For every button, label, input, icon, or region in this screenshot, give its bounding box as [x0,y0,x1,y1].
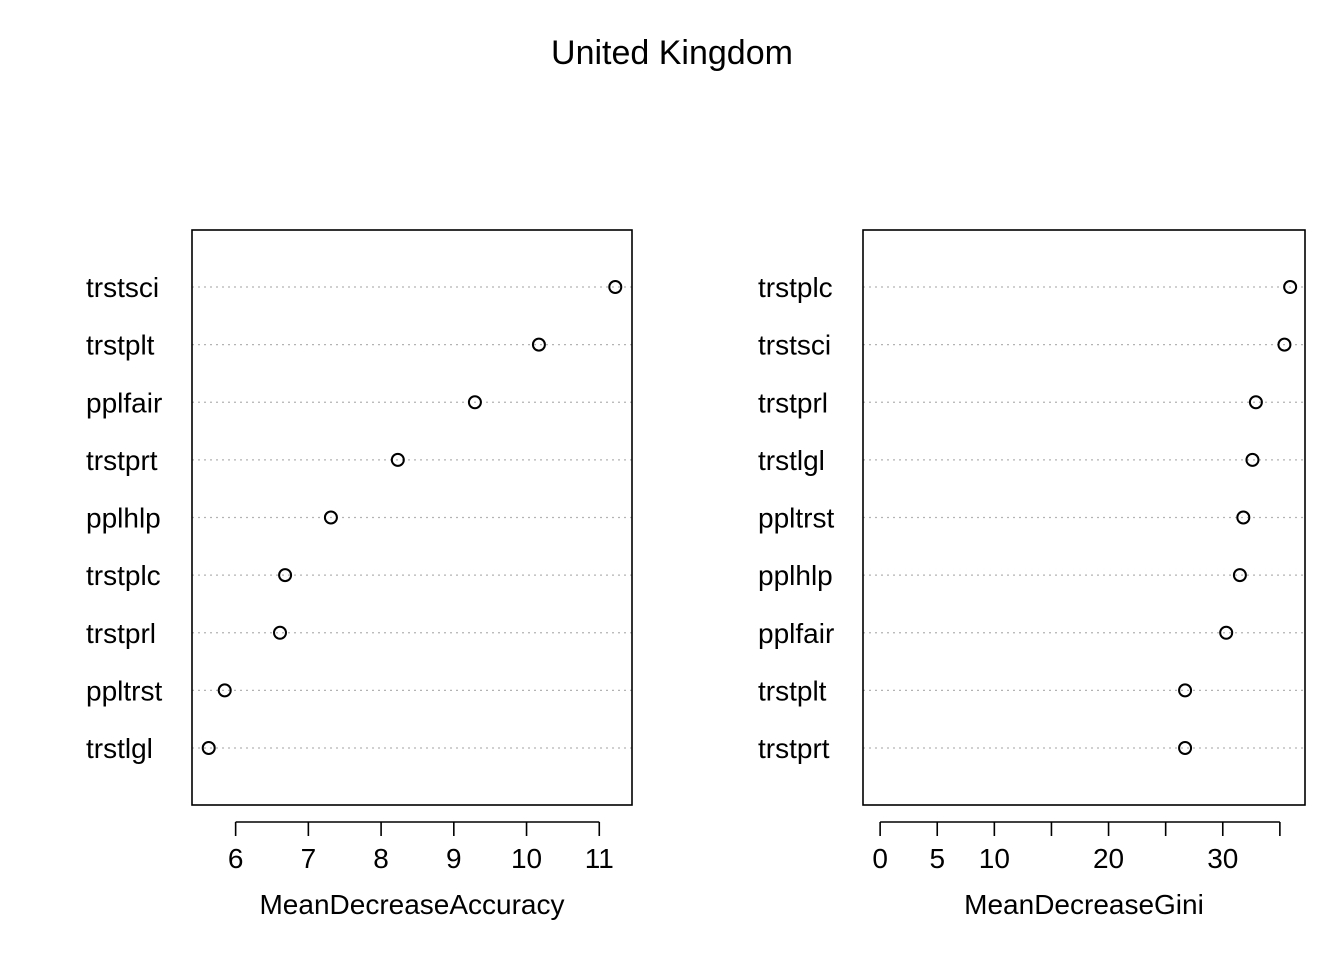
accuracy-point [323,510,338,525]
gini-category-label: trstprl [758,387,828,418]
accuracy-category-label: ppltrst [86,675,162,706]
accuracy-x-tick-label: 11 [585,843,614,874]
accuracy-point [531,337,546,352]
accuracy-category-label: trstlgl [86,733,153,764]
gini-point [1277,337,1292,352]
accuracy-x-axis-label: MeanDecreaseAccuracy [259,889,564,920]
gini-point [1178,741,1193,755]
gini-x-tick-label: 0 [872,843,888,874]
accuracy-category-label: trstsci [86,272,159,303]
accuracy-point [390,452,405,467]
accuracy-category-label: pplhlp [86,503,161,534]
gini-category-label: trstplc [758,272,833,303]
gini-x-tick-label: 20 [1093,843,1124,874]
gini-point [1248,395,1263,410]
accuracy-category-label: trstprt [86,445,158,476]
gini-point [1245,452,1260,467]
accuracy-x-tick-label: 8 [373,843,389,874]
gini-point [1219,625,1234,640]
chart-title: United Kingdom [551,34,793,72]
accuracy-x-tick-label: 6 [228,843,244,874]
accuracy-point [467,395,482,410]
gini-category-label: trstlgl [758,445,825,476]
accuracy-category-label: pplfair [86,387,162,418]
gini-plot-frame [862,229,1306,806]
gini-x-tick-label: 30 [1207,843,1238,874]
gini-category-label: pplfair [758,618,834,649]
gini-category-label: trstplt [758,675,827,706]
accuracy-x-tick-label: 7 [301,843,317,874]
accuracy-plot-frame [191,229,633,806]
accuracy-category-label: trstplc [86,560,161,591]
gini-x-tick-label: 10 [979,843,1010,874]
accuracy-x-tick-label: 10 [511,843,542,874]
gini-point [1283,280,1298,294]
gini-category-label: ppltrst [758,503,834,534]
accuracy-point [217,683,232,698]
gini-category-label: pplhlp [758,560,833,591]
gini-category-label: trstprt [758,733,830,764]
gini-x-tick-label: 5 [929,843,945,874]
gini-category-label: trstsci [758,330,831,361]
gini-x-axis-label: MeanDecreaseGini [964,889,1204,920]
accuracy-point [273,625,287,640]
accuracy-x-tick-label: 9 [446,843,462,874]
accuracy-category-label: trstplt [86,330,155,361]
gini-point [1232,568,1247,583]
gini-point [1236,510,1251,525]
accuracy-point [201,741,216,755]
accuracy-point [608,280,623,294]
accuracy-point [278,568,293,583]
accuracy-category-label: trstprl [86,618,156,649]
gini-point [1178,683,1193,698]
